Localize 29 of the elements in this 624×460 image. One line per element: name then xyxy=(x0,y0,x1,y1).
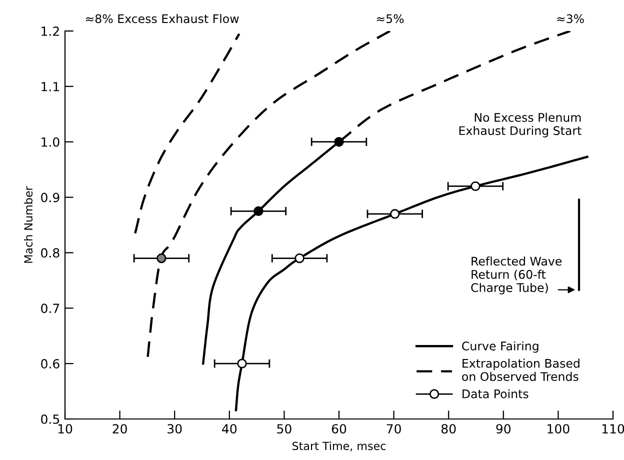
x-tick-label: 30 xyxy=(168,424,182,434)
x-axis-title: Start Time, msec xyxy=(292,442,386,452)
x-tick-label: 80 xyxy=(441,424,456,434)
y-tick-label: 1.2 xyxy=(42,26,59,36)
x-tick-label: 70 xyxy=(386,424,401,434)
annotation: ≈8% Excess Exhaust Flow xyxy=(86,14,239,24)
annotation: Reflected Wave Return (60-ft Charge Tube) xyxy=(471,256,562,294)
y-tick-label: 0.5 xyxy=(41,414,60,424)
x-tick-label: 100 xyxy=(548,424,570,434)
y-tick-label: 0.9 xyxy=(41,192,60,202)
annotation: ≈3% xyxy=(557,14,584,24)
legend-label: Data Points xyxy=(462,389,528,398)
legend-label: Extrapolation Based on Observed Trends xyxy=(462,358,580,381)
x-tick-label: 10 xyxy=(58,424,72,434)
y-tick-label: 1.1 xyxy=(42,82,59,92)
x-tick-label: 110 xyxy=(602,424,624,434)
x-tick-label: 60 xyxy=(332,424,346,434)
annotation: No Excess Plenum Exhaust During Start xyxy=(459,112,582,138)
y-tick-label: 0.7 xyxy=(41,304,60,314)
y-tick-label: 0.8 xyxy=(41,248,60,258)
y-tick-label: 1.0 xyxy=(42,137,60,147)
legend-label: Curve Fairing xyxy=(462,341,538,353)
annotation: ≈5% xyxy=(376,14,404,24)
x-tick-label: 40 xyxy=(222,424,237,434)
x-tick-label: 20 xyxy=(112,424,127,434)
x-tick-label: 90 xyxy=(496,424,511,434)
x-tick-label: 50 xyxy=(277,424,292,434)
y-tick-label: 0.6 xyxy=(41,359,60,368)
y-axis-title: Mach Number xyxy=(24,186,33,263)
